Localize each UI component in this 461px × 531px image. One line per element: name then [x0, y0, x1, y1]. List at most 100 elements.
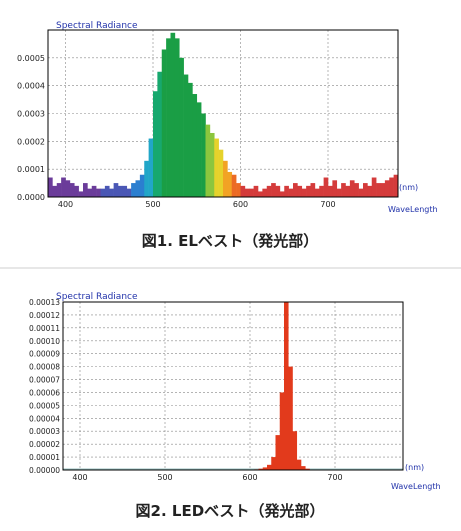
chart2-y-tick-label: 0.00012: [29, 311, 60, 320]
chart1-bar: [345, 185, 351, 197]
chart1-bar: [218, 149, 224, 197]
chart2-bar: [279, 392, 285, 470]
chart2-bar: [301, 466, 306, 470]
chart1-bar: [271, 183, 276, 197]
chart2-x-tick-label: 500: [157, 473, 172, 482]
chart1-x-tick-label: 700: [320, 200, 335, 209]
chart1-x-unit: (nm): [399, 183, 418, 192]
chart1-bar: [284, 185, 289, 197]
chart2-x-axis-label: WaveLength: [391, 482, 441, 491]
chart1-bar: [96, 188, 101, 197]
chart2-y-tick-label: 0.00013: [29, 298, 60, 307]
chart1-title: Spectral Radiance: [56, 21, 138, 31]
chart1-bar: [100, 188, 106, 197]
chart1-bar: [376, 183, 381, 197]
chart1-plot-frame: [47, 29, 399, 198]
chart1-bar: [240, 185, 246, 197]
chart1-bar: [227, 171, 233, 197]
chart2-y-tick-label: 0.00009: [29, 350, 60, 359]
chart1-bar: [236, 183, 241, 197]
chart1-bar: [384, 180, 390, 197]
chart1-bar: [87, 188, 93, 197]
chart2-y-tick-label: 0.00001: [29, 453, 60, 462]
chart2-bar: [292, 431, 298, 470]
chart1-bar: [170, 32, 176, 198]
chart1-bar: [380, 183, 386, 197]
chart1-bar: [179, 57, 184, 198]
chart1-bar: [144, 160, 149, 197]
chart1-bar: [279, 191, 285, 197]
chart1-bar: [48, 177, 53, 197]
chart1-bar: [148, 138, 154, 197]
chart1-y-tick-label: 0.0005: [17, 54, 45, 63]
chart1-y-tick-label: 0.0002: [17, 137, 45, 146]
chart1-bar: [297, 185, 303, 197]
chart2-bar: [305, 468, 310, 470]
chart1-bar: [118, 185, 123, 197]
chart2-bar: [271, 457, 276, 470]
chart1-y-tick-labels: 0.0000 0.0001 0.0002 0.0003 0.0004 0.0005: [17, 54, 45, 202]
chart2-y-tick-label: 0.00008: [29, 363, 60, 372]
chart1-x-tick-label: 400: [58, 200, 73, 209]
chart2-bars: [250, 302, 315, 470]
chart1-bar: [157, 71, 163, 197]
chart2-y-tick-label: 0.00011: [29, 324, 60, 333]
chart1-bar: [153, 91, 158, 197]
chart1-bar: [214, 138, 219, 197]
chart1-bar: [139, 174, 145, 197]
chart1-bar: [122, 185, 128, 197]
chart1-bar: [314, 188, 320, 197]
chart2-bar: [284, 302, 289, 470]
chart1-bar: [56, 183, 62, 197]
chart2-grid: [63, 301, 403, 470]
chart1-bar: [69, 183, 75, 197]
chart1-bar: [336, 188, 342, 197]
chart1-bar: [367, 185, 373, 197]
chart1-bar: [341, 183, 346, 197]
chart1-x-tick-label: 600: [233, 200, 248, 209]
chart2-plot-frame: [62, 301, 404, 471]
chart2-bar: [262, 467, 268, 470]
chart2-x-unit: (nm): [405, 463, 424, 472]
chart2-y-tick-label: 0.00000: [29, 466, 60, 475]
chart1-bar: [301, 188, 307, 197]
chart1-bar: [161, 49, 167, 197]
chart1-y-tick-label: 0.0003: [17, 110, 45, 119]
chart1-bar: [109, 188, 114, 197]
chart1-bar: [183, 74, 189, 197]
chart1-bar: [78, 191, 84, 197]
chart-el-vest: Spectral Radiance 0.00000.00010.00020.00…: [17, 21, 438, 214]
chart1-x-tick-label: 500: [145, 200, 160, 209]
chart2-caption: 図2. LEDベスト（発光部）: [136, 502, 325, 520]
chart1-bars: [48, 32, 399, 198]
chart1-bar: [363, 183, 368, 197]
chart1-x-tick-labels: 400 500 600 700: [58, 200, 336, 209]
chart1-bar: [166, 38, 171, 197]
chart1-bar: [192, 94, 198, 197]
chart1-bar: [174, 38, 180, 197]
chart2-x-tick-label: 600: [242, 473, 257, 482]
chart2-y-tick-label: 0.00004: [29, 414, 60, 423]
chart2-y-tick-label: 0.00006: [29, 388, 60, 397]
chart1-bar: [323, 177, 329, 197]
chart2-y-tick-label: 0.00005: [29, 401, 60, 410]
chart1-bar: [310, 183, 316, 197]
chart2-y-tick-label: 0.00010: [29, 337, 60, 346]
chart1-bar: [349, 180, 355, 197]
chart1-bar: [83, 183, 88, 197]
chart2-y-tick-label: 0.00003: [29, 427, 60, 436]
chart1-caption: 図1. ELベスト（発光部）: [142, 232, 318, 250]
chart1-bar: [205, 124, 211, 197]
chart1-bar: [231, 174, 237, 197]
chart1-bar: [131, 183, 136, 197]
chart1-bar: [306, 185, 311, 197]
chart2-bar: [296, 459, 302, 470]
chart1-bar: [91, 185, 97, 197]
chart1-bar: [135, 180, 141, 197]
chart1-bar: [104, 185, 110, 197]
chart2-y-tick-label: 0.00002: [29, 440, 60, 449]
chart1-bar: [393, 174, 399, 197]
chart1-bar: [275, 185, 281, 197]
chart1-bar: [249, 188, 254, 197]
chart1-bar: [258, 191, 263, 197]
